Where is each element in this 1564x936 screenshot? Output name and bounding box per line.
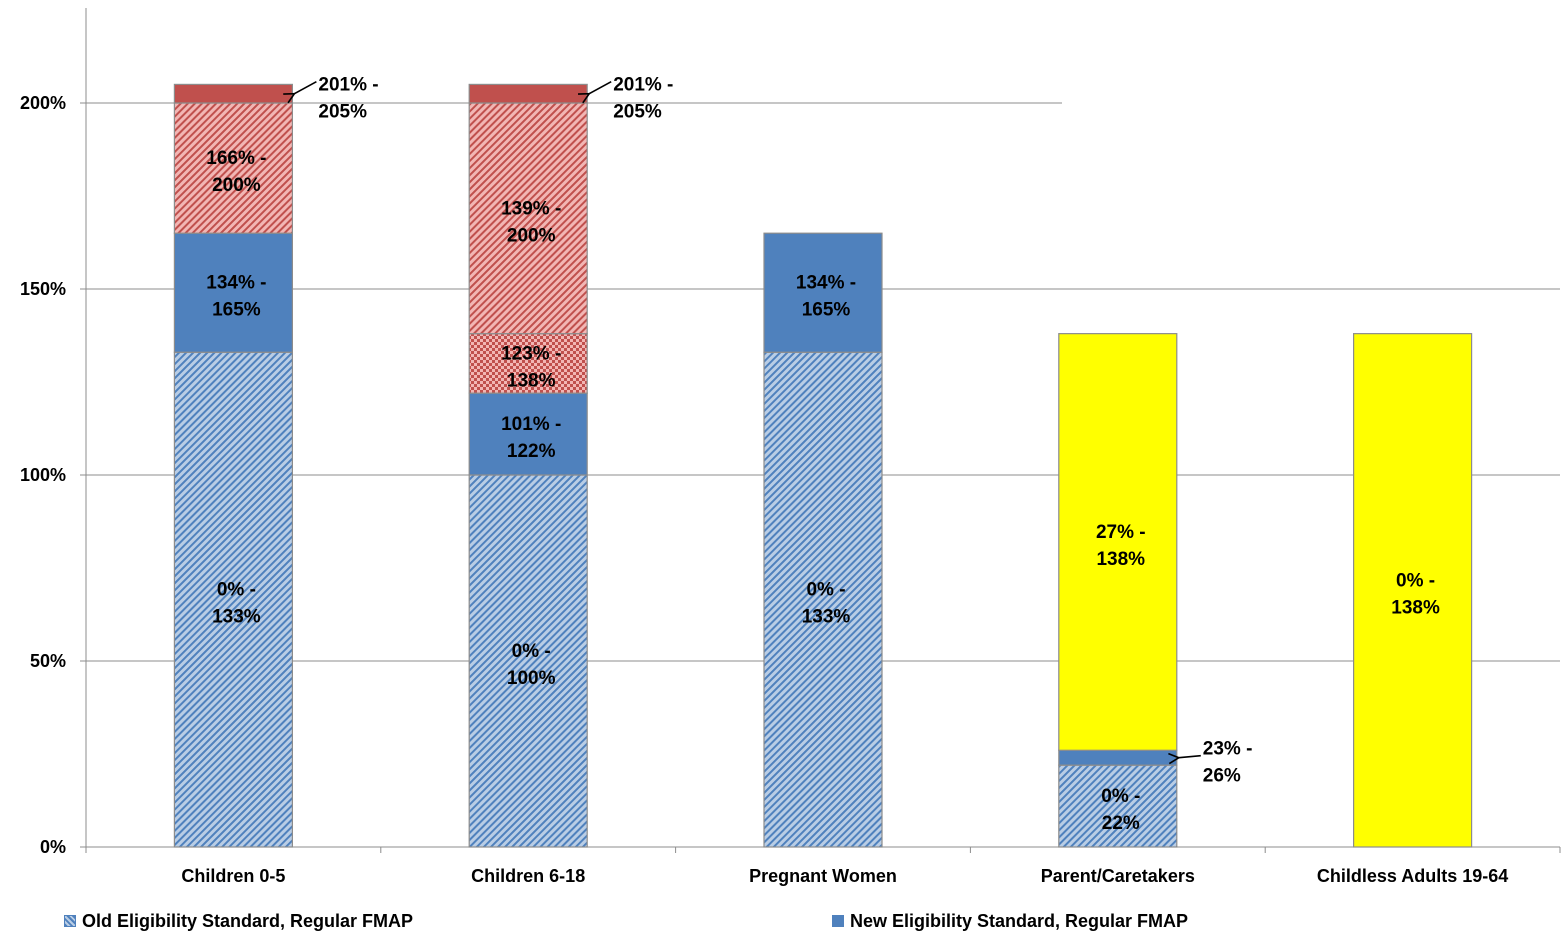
bar-segment — [1058, 749, 1178, 766]
bar-segment — [1352, 333, 1473, 848]
x-category-label: Children 6-18 — [471, 866, 585, 886]
segment-label: 101% - — [501, 414, 561, 435]
bar-segment — [468, 392, 588, 476]
segment-label: 139% - — [501, 198, 561, 219]
y-tick-label: 150% — [20, 279, 66, 299]
y-tick-label: 200% — [20, 93, 66, 113]
segment-label: 200% — [212, 175, 261, 196]
callout-arrow — [294, 80, 317, 94]
y-tick-label: 0% — [40, 837, 66, 857]
segment-label: 138% — [507, 370, 556, 391]
bar-segment — [763, 232, 883, 353]
segment-label: 133% — [212, 607, 261, 628]
segment-label: 200% — [507, 225, 556, 246]
segment-label: 133% — [802, 607, 851, 628]
segment-label: 201% - — [318, 75, 378, 96]
callout-arrow — [1179, 756, 1201, 758]
bar-segment — [763, 351, 883, 848]
segment-label: 26% — [1203, 766, 1241, 787]
bar-segment — [173, 83, 293, 104]
segment-label: 166% - — [206, 148, 266, 169]
bar-segment — [468, 102, 588, 335]
segment-label: 100% — [507, 668, 556, 689]
segment-label: 0% - — [806, 580, 845, 601]
x-category-label: Children 0-5 — [181, 866, 285, 886]
legend-item-old-eligibility: Old Eligibility Standard, Regular FMAP — [64, 908, 413, 934]
legend-swatch-new — [832, 915, 844, 927]
segment-label: 138% — [1096, 549, 1145, 570]
segment-label: 23% - — [1203, 739, 1253, 760]
legend-label-new: New Eligibility Standard, Regular FMAP — [850, 910, 1189, 931]
segment-label: 134% - — [206, 273, 266, 294]
data-labels: 0% - 133% 134% - 165% 166% - 200% 201% - 205% 0%… — [206, 75, 1440, 834]
bar-segment — [173, 102, 293, 234]
segment-label: 123% - — [501, 343, 561, 364]
bar-segment — [173, 232, 293, 353]
segment-label: 165% — [212, 300, 261, 321]
y-tick-label: 50% — [30, 651, 66, 671]
bars — [173, 83, 1473, 848]
segment-label: 0% - — [217, 580, 256, 601]
x-category-label: Childless Adults 19-64 — [1317, 866, 1508, 886]
bar-segment — [468, 83, 588, 104]
segment-label: 122% — [507, 441, 556, 462]
legend-swatch-old — [64, 915, 76, 927]
segment-label: 0% - — [1101, 786, 1140, 807]
x-category-label: Parent/Caretakers — [1041, 866, 1195, 886]
y-tick-label: 100% — [20, 465, 66, 485]
segment-label: 0% - — [1396, 570, 1435, 591]
segment-label: 165% — [802, 300, 851, 321]
segment-label: 22% — [1102, 813, 1140, 834]
legend-label-old: Old Eligibility Standard, Regular FMAP — [82, 910, 414, 931]
axes: 0% 50% 100% 150% 200% Children 0-5 Children 6-… — [20, 8, 1561, 886]
callout-arrow — [589, 80, 612, 94]
segment-label: 205% — [318, 102, 367, 123]
x-category-label: Pregnant Women — [749, 866, 897, 886]
bar-segment — [1058, 764, 1178, 848]
segment-label: 201% - — [613, 75, 673, 96]
segment-label: 27% - — [1096, 522, 1146, 543]
segment-label: 0% - — [512, 641, 551, 662]
bar-segment — [468, 333, 588, 394]
segment-label: 205% — [613, 102, 662, 123]
bar-segment — [173, 351, 293, 848]
segment-label: 138% — [1391, 597, 1440, 618]
legend-item-new-eligibility: New Eligibility Standard, Regular FMAP — [832, 908, 1188, 934]
bar-segment — [1058, 333, 1178, 751]
segment-label: 134% - — [796, 273, 856, 294]
